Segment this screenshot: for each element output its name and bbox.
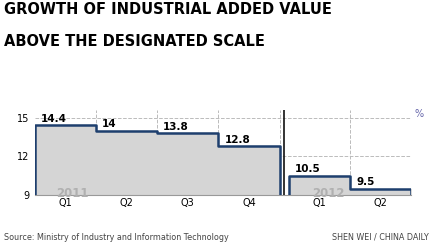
Text: 14.4: 14.4 — [41, 114, 67, 124]
Text: SHEN WEI / CHINA DAILY: SHEN WEI / CHINA DAILY — [332, 233, 429, 242]
Text: 10.5: 10.5 — [295, 164, 321, 174]
Text: ABOVE THE DESIGNATED SCALE: ABOVE THE DESIGNATED SCALE — [4, 34, 265, 49]
Text: 9.5: 9.5 — [356, 177, 375, 187]
Text: Source: Ministry of Industry and Information Technology: Source: Ministry of Industry and Informa… — [4, 233, 229, 242]
Text: %: % — [414, 109, 423, 119]
Text: 2011: 2011 — [56, 187, 89, 200]
Text: 14: 14 — [102, 119, 116, 129]
Text: 2012: 2012 — [312, 187, 344, 200]
Text: 12.8: 12.8 — [225, 135, 250, 145]
Text: GROWTH OF INDUSTRIAL ADDED VALUE: GROWTH OF INDUSTRIAL ADDED VALUE — [4, 2, 332, 17]
Text: 13.8: 13.8 — [163, 122, 189, 132]
